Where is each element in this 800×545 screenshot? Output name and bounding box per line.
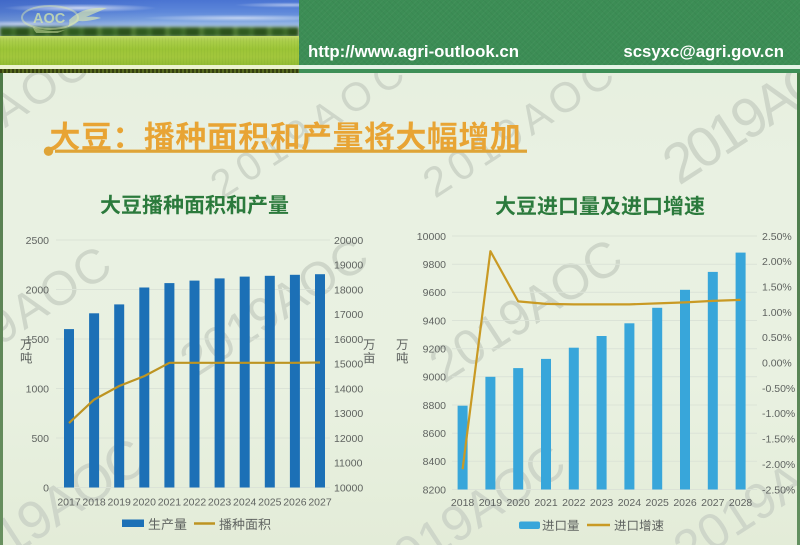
svg-text:-0.50%: -0.50% (762, 383, 795, 395)
svg-text:2019: 2019 (479, 497, 503, 509)
svg-text:2026: 2026 (673, 497, 697, 509)
svg-text:2027: 2027 (308, 497, 332, 509)
svg-text:2020: 2020 (507, 497, 531, 509)
svg-text:1.50%: 1.50% (762, 282, 792, 294)
svg-text:2025: 2025 (258, 497, 282, 509)
svg-text:2022: 2022 (183, 497, 207, 509)
svg-text:1500: 1500 (26, 334, 50, 346)
svg-text:2024: 2024 (233, 497, 257, 509)
svg-text:2019: 2019 (108, 497, 132, 509)
svg-text:8800: 8800 (423, 400, 447, 412)
svg-text:-1.50%: -1.50% (762, 434, 795, 446)
svg-text:-2.50%: -2.50% (762, 484, 795, 496)
svg-text:-1.00%: -1.00% (762, 408, 795, 420)
svg-text:15000: 15000 (334, 359, 363, 371)
svg-text:8200: 8200 (423, 484, 447, 496)
svg-text:AOC: AOC (33, 11, 66, 27)
svg-text:17000: 17000 (334, 309, 363, 321)
svg-text:2018: 2018 (451, 497, 475, 509)
svg-text:1.00%: 1.00% (762, 307, 792, 319)
svg-text:9800: 9800 (423, 259, 447, 271)
svg-text:8600: 8600 (423, 428, 447, 440)
svg-text:9000: 9000 (423, 372, 447, 384)
svg-text:10000: 10000 (417, 231, 446, 243)
svg-text:2.00%: 2.00% (762, 256, 792, 268)
svg-text:9600: 9600 (423, 287, 447, 299)
svg-text:2021: 2021 (534, 497, 558, 509)
svg-text:0.00%: 0.00% (762, 358, 792, 370)
svg-text:2027: 2027 (701, 497, 725, 509)
svg-text:11000: 11000 (334, 458, 363, 470)
svg-text:19000: 19000 (334, 260, 363, 272)
svg-text:10000: 10000 (334, 482, 363, 494)
svg-text:2023: 2023 (590, 497, 614, 509)
svg-text:8400: 8400 (423, 456, 447, 468)
svg-text:2028: 2028 (729, 497, 753, 509)
svg-text:9200: 9200 (423, 344, 447, 356)
svg-text:500: 500 (31, 433, 49, 445)
svg-text:2.50%: 2.50% (762, 231, 792, 243)
svg-text:-2.00%: -2.00% (762, 459, 795, 471)
svg-text:2024: 2024 (618, 497, 642, 509)
svg-text:2020: 2020 (133, 497, 157, 509)
svg-text:20000: 20000 (334, 235, 363, 247)
svg-text:2017: 2017 (57, 497, 81, 509)
svg-text:2000: 2000 (26, 284, 50, 296)
svg-text:12000: 12000 (334, 433, 363, 445)
svg-text:2018: 2018 (82, 497, 106, 509)
svg-text:18000: 18000 (334, 284, 363, 296)
svg-text:2026: 2026 (283, 497, 307, 509)
svg-text:2021: 2021 (158, 497, 182, 509)
svg-text:0.50%: 0.50% (762, 332, 792, 344)
svg-text:14000: 14000 (334, 383, 363, 395)
svg-text:1000: 1000 (26, 383, 50, 395)
svg-text:2022: 2022 (562, 497, 586, 509)
svg-text:2500: 2500 (26, 235, 50, 247)
svg-text:13000: 13000 (334, 408, 363, 420)
svg-text:9400: 9400 (423, 315, 447, 327)
svg-text:2025: 2025 (646, 497, 670, 509)
svg-text:16000: 16000 (334, 334, 363, 346)
svg-text:2023: 2023 (208, 497, 232, 509)
svg-text:0: 0 (43, 482, 49, 494)
